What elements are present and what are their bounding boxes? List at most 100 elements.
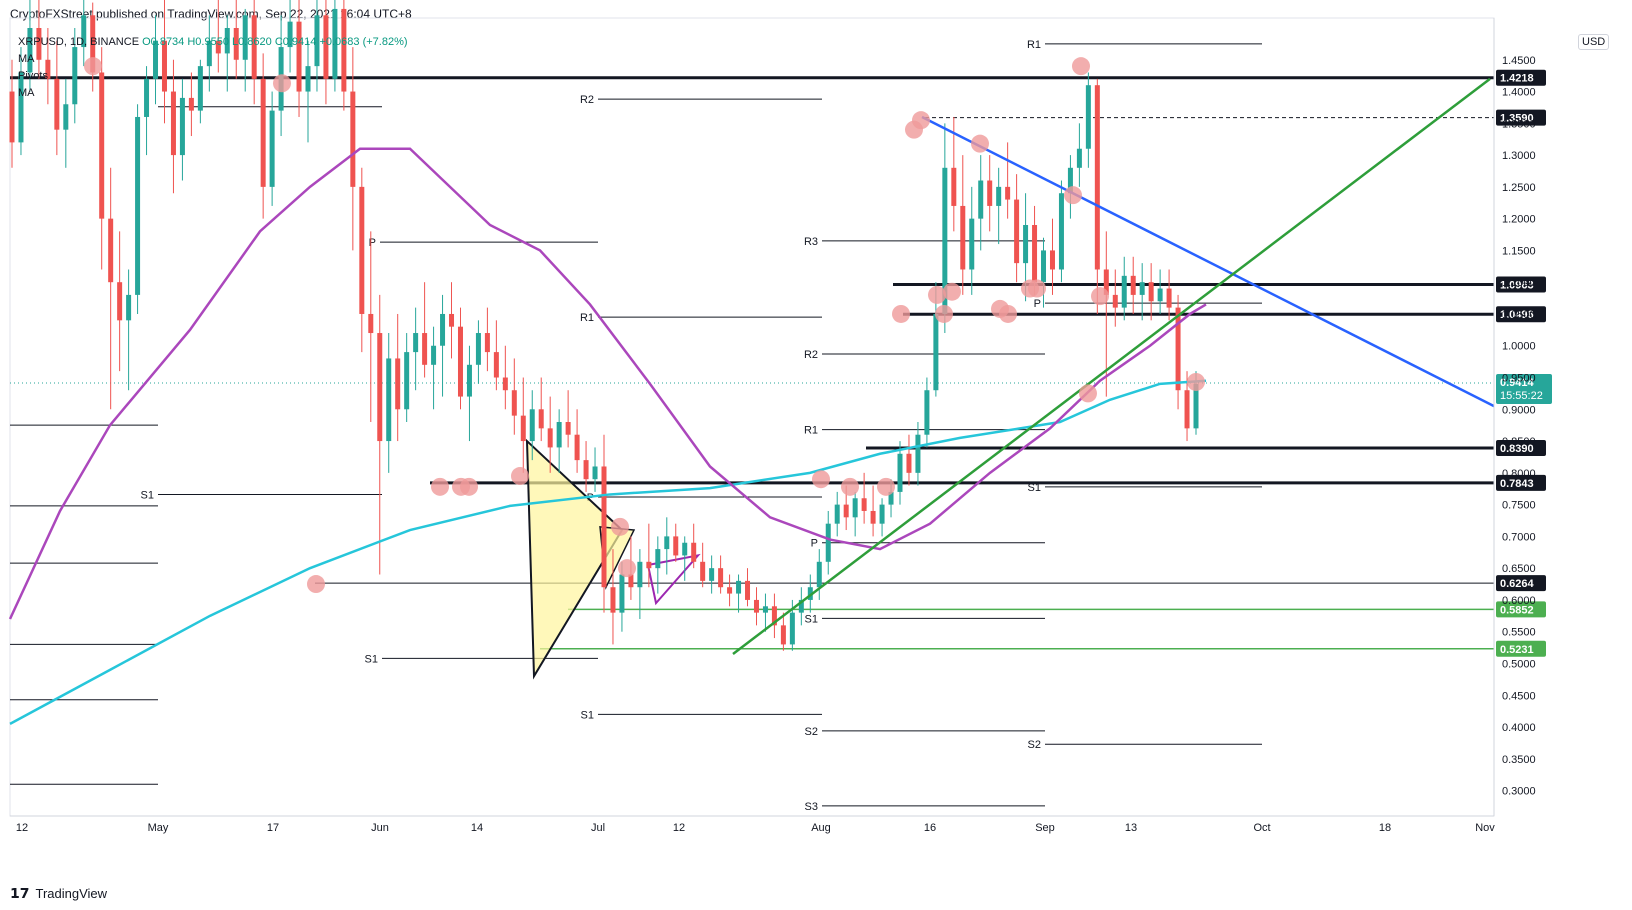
candle-body [1184,390,1190,429]
candle-body [440,313,446,346]
touch-markers [84,57,1205,594]
candle-body [179,97,185,156]
candle-body [117,282,123,321]
candle-body [81,15,87,48]
candle-body [601,466,607,588]
candle-body [861,498,867,511]
candle-body [1032,225,1038,283]
touch-marker [611,517,629,536]
candle-body [682,542,688,556]
candle-body [188,97,194,111]
time-tick-label: 12 [673,822,685,834]
price-tick-label: 1.3000 [1502,150,1536,162]
price-tick-label: 0.5000 [1502,658,1536,670]
candle-body [161,40,167,92]
legend-ohlc: O0.8734 H0.9550 L0.8620 C0.9414 +0.0683 … [142,36,408,48]
touch-marker [999,304,1017,323]
last-price-label: 0.9414 [1500,377,1535,389]
price-tick-label: 0.3500 [1502,754,1536,766]
level-price-label: 1.0496 [1500,309,1534,321]
price-tick-label: 0.8500 [1502,436,1536,448]
candle-body [359,186,365,314]
legend-symbol: XRPUSD, 1D, BINANCE [18,36,140,48]
candle-body [287,21,293,48]
pennant-pattern [646,553,701,606]
candle-body [511,390,517,416]
pivot-label: R3 [804,236,818,248]
level-price-label: 1.4218 [1500,73,1534,85]
candle-body [1130,275,1136,295]
candle-body [1005,186,1011,200]
legend-line-ma[interactable]: MA [18,53,35,65]
price-tick-label: 1.2000 [1502,214,1536,226]
price-tick-label: 1.0500 [1502,309,1536,321]
currency-button[interactable]: USD [1578,34,1610,50]
touch-marker [971,134,989,153]
candle-body [583,460,589,480]
horizontal-levels: 1.4218 1.3590 1.0963 1.0496 0.8390 0.7843 0.62… [10,69,1552,657]
candle-body [736,580,742,594]
candle-body [413,333,419,353]
candle-body [574,434,580,461]
ma-short-line [8,147,1207,620]
candle-body [233,28,239,60]
price-tick-label: 0.3000 [1502,786,1536,798]
pivot-lines: R1 R2 P R1 S1 S1 S1 R3 R2 R1 P S1 S2 S3 P S1 S2 P [10,39,1262,813]
price-tick-label: 0.7500 [1502,500,1536,512]
time-tick-label: Jun [371,822,389,834]
touch-marker [841,477,859,496]
level-price-label: 1.0963 [1500,280,1534,292]
pivot-label: P [1034,298,1041,310]
candle-body [1175,307,1181,391]
tradingview-logo-icon: 𝟭𝟳 [10,885,30,901]
touch-marker [877,477,895,496]
price-tick-label: 0.7000 [1502,531,1536,543]
candle-body [592,466,598,480]
legend-line-ma2[interactable]: MA [18,87,35,99]
legend: XRPUSD, 1D, BINANCE O0.8734 H0.9550 L0.8… [18,34,408,102]
candle-body [1041,250,1047,283]
candle-body [825,523,831,562]
legend-line-pivots[interactable]: Pivots [18,70,48,82]
price-tick-label: 1.1000 [1502,277,1536,289]
plot-frame [9,17,1495,817]
candle-body [879,504,885,524]
touch-marker [1187,372,1205,391]
level-price-label: 0.8390 [1500,443,1534,455]
candle-body [215,40,221,54]
candle-body [368,313,374,334]
price-tick-label: 1.3500 [1502,118,1536,130]
candle-body [422,333,428,365]
candle-body [1103,269,1109,295]
countdown-label: 15:55:22 [1500,390,1543,402]
time-tick-label: 13 [1125,822,1137,834]
candle-body [969,218,975,270]
touch-marker [511,467,529,486]
candle-body [816,561,822,588]
time-tick-label: May [148,822,169,834]
time-axis: 12 May 17 Jun 14 Jul 12 Aug 16 Sep 13 Oct 18 Nov [10,815,1495,834]
price-tick-label: 0.9500 [1502,373,1536,385]
candle-body [18,72,24,143]
candle-body [484,333,490,353]
pivot-label: R2 [804,349,818,361]
candle-body [493,352,499,378]
candle-body [1139,282,1145,295]
candle-body [807,587,813,600]
candle-body [1023,225,1029,264]
price-tick-label: 0.6500 [1502,563,1536,575]
level-price-tag [1496,640,1546,657]
pivot-label: S2 [1028,739,1041,751]
pivot-label: P [587,492,594,504]
candle-body [538,409,544,429]
pivot-label: S3 [805,801,818,813]
candle-body [314,15,320,67]
candle-body [449,313,455,327]
price-tick-label: 0.8000 [1502,468,1536,480]
candle-body [1058,193,1064,270]
candle-body [431,345,437,365]
candle-body [843,504,849,518]
pivot-label: S1 [581,709,594,721]
candle-body [933,313,939,391]
